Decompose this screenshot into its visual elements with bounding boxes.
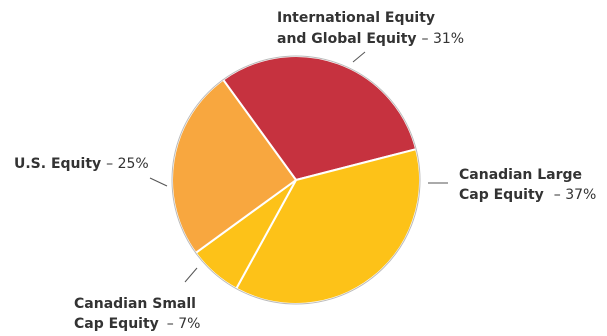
- leader-line-canadian-small: [184, 267, 198, 283]
- label-international-value: – 31%: [422, 31, 465, 47]
- label-international-line1: International Equity: [277, 10, 435, 26]
- label-international-equity: International Equity and Global Equity – …: [277, 10, 464, 47]
- label-canadian-small-value: – 7%: [167, 316, 201, 332]
- label-international-line2-name: and Global Equity: [277, 31, 417, 47]
- label-international-line2: and Global Equity – 31%: [277, 31, 464, 47]
- leader-line-us: [149, 177, 168, 187]
- label-us-value: – 25%: [106, 156, 149, 172]
- label-us-line1: U.S. Equity – 25%: [14, 156, 149, 172]
- label-canadian-large-line1: Canadian Large: [459, 167, 582, 183]
- label-canadian-large-value: – 37%: [554, 187, 597, 203]
- label-us-name: U.S. Equity: [14, 156, 101, 172]
- label-us-equity: U.S. Equity – 25%: [14, 156, 149, 172]
- pie-slices: [171, 55, 421, 305]
- label-canadian-small-line1: Canadian Small: [74, 296, 196, 312]
- pie-edge: [171, 55, 421, 305]
- label-canadian-large-line2-name: Cap Equity: [459, 187, 544, 203]
- label-canadian-large-line2: Cap Equity – 37%: [459, 187, 596, 203]
- leader-line-international: [352, 51, 366, 63]
- label-canadian-small-line2: Cap Equity – 7%: [74, 316, 200, 332]
- label-canadian-small-cap: Canadian Small Cap Equity – 7%: [74, 296, 200, 332]
- label-canadian-small-line2-name: Cap Equity: [74, 316, 159, 332]
- pie-outline: [171, 55, 421, 305]
- label-canadian-large-cap: Canadian Large Cap Equity – 37%: [459, 167, 596, 203]
